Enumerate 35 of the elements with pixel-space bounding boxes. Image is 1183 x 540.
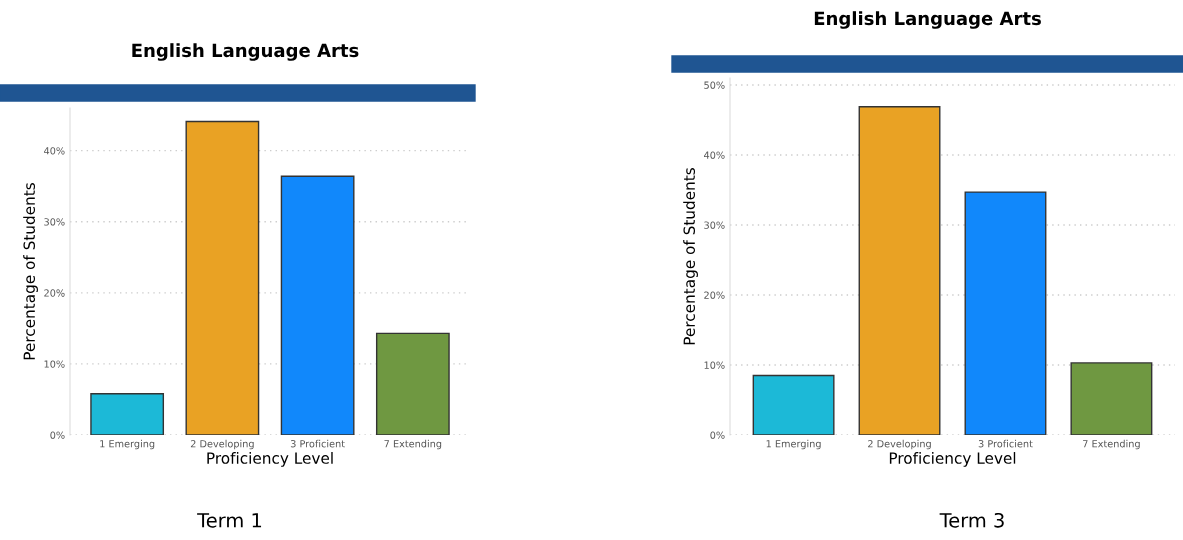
x-tick-label: 3 Proficient bbox=[290, 439, 345, 448]
y-tick-label: 40% bbox=[44, 147, 65, 155]
bar bbox=[185, 120, 260, 435]
x-axis-title: Proficiency Level bbox=[207, 452, 333, 467]
y-tick-label: 50% bbox=[704, 81, 725, 89]
x-tick-label: 7 Extending bbox=[1083, 439, 1140, 450]
text: Term 3 bbox=[939, 512, 1004, 528]
x-tick-label: 1 Emerging bbox=[100, 439, 155, 450]
bar bbox=[90, 393, 165, 435]
y-axis-title: Percentage of Students bbox=[683, 168, 698, 345]
x-tick-label: 2 Developing bbox=[868, 439, 931, 450]
y-tick-label: 40% bbox=[704, 151, 725, 159]
chart-title: English Language Arts bbox=[132, 43, 359, 61]
y-tick-label: 20% bbox=[704, 291, 725, 299]
y-tick-label: 30% bbox=[704, 221, 725, 229]
bar bbox=[964, 191, 1047, 435]
y-tick-label: 30% bbox=[44, 218, 65, 226]
x-tick-label: 7 Extending bbox=[384, 439, 442, 450]
y-tick-label: 20% bbox=[44, 289, 65, 297]
x-tick-label: 2 Developing bbox=[190, 439, 254, 450]
y-tick-label: 10% bbox=[704, 361, 725, 369]
text: Term 1 bbox=[197, 513, 262, 528]
y-tick-label: 0% bbox=[710, 431, 725, 439]
chart-title: English Language Arts bbox=[814, 11, 1041, 29]
bar bbox=[375, 332, 450, 435]
y-tick-label: 10% bbox=[44, 360, 65, 368]
bar bbox=[1070, 362, 1153, 435]
y-tick-label: 0% bbox=[50, 431, 65, 439]
bar bbox=[858, 106, 941, 435]
x-tick-label: 1 Emerging bbox=[766, 439, 821, 450]
x-axis-title: Proficiency Level bbox=[889, 452, 1016, 467]
y-axis-title: Percentage of Students bbox=[23, 183, 38, 360]
bar bbox=[752, 374, 835, 435]
x-tick-label: 3 Proficient bbox=[978, 439, 1033, 448]
bar bbox=[280, 175, 355, 435]
